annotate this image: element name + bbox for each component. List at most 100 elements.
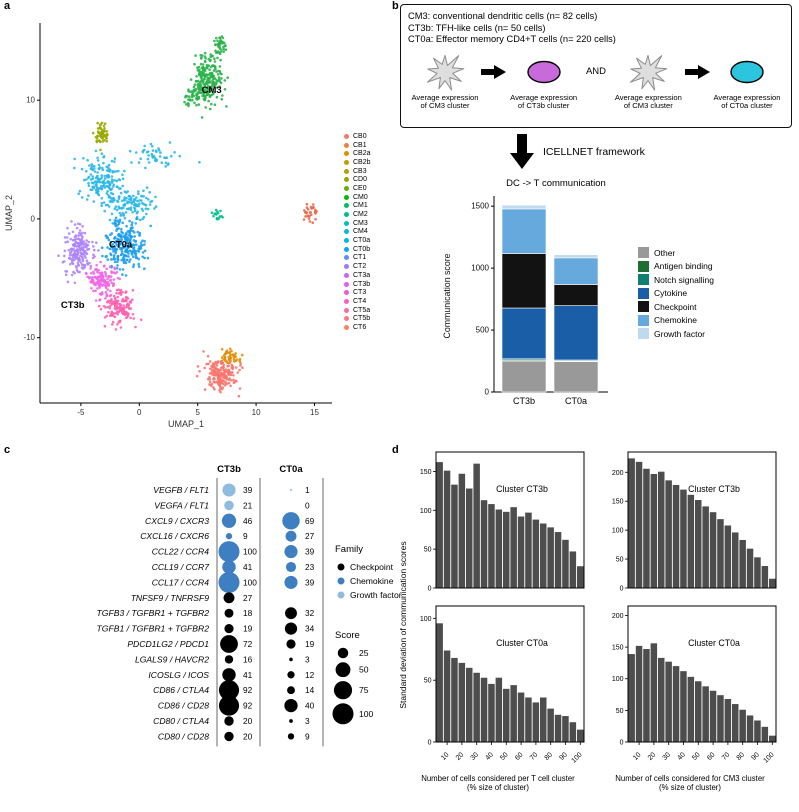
umap-point (211, 82, 214, 85)
umap-point (210, 211, 214, 214)
umap-point (115, 291, 118, 295)
umap-point (112, 183, 116, 187)
umap-point (137, 262, 140, 266)
dotplot-value: 3 (305, 654, 310, 664)
dotplot-dot (224, 716, 234, 726)
stacked-y-tick-label: 1500 (471, 202, 489, 211)
dotplot-dot (289, 719, 293, 723)
umap-point (132, 239, 136, 242)
umap-point (103, 177, 107, 180)
umap-point (124, 298, 128, 302)
gene-pair-label: VEGFA / FLT1 (154, 500, 209, 510)
umap-point (109, 304, 112, 308)
umap-point (144, 166, 147, 170)
histogram-bar (739, 709, 746, 742)
umap-point (104, 306, 107, 309)
umap-point (103, 122, 107, 125)
umap-legend-item-CD0: CD0 (344, 175, 371, 184)
umap-point (210, 364, 213, 368)
umap-point (198, 87, 202, 90)
umap-point (204, 106, 207, 109)
umap-point (102, 155, 106, 158)
umap-cluster-annotation: CT0a (109, 239, 133, 250)
umap-point (194, 54, 197, 57)
umap-point (211, 74, 214, 78)
histogram-bar (458, 473, 466, 588)
flow-icon-wrap: AND (586, 50, 606, 94)
umap-point (72, 256, 76, 259)
stacked-legend-label: Cytokine (654, 288, 688, 299)
umap-point (63, 236, 67, 239)
umap-point (213, 365, 216, 368)
score-legend-swatch (335, 662, 351, 678)
stacked-legend-item: Antigen binding (638, 260, 714, 274)
umap-point (207, 362, 210, 366)
umap-point (132, 317, 136, 320)
umap-point (117, 245, 120, 248)
histogram-bar (443, 650, 451, 742)
umap-legend-swatch (344, 255, 349, 261)
umap-point (98, 186, 102, 190)
umap-point (210, 382, 214, 386)
umap-point (103, 127, 106, 130)
histogram-bar (739, 539, 746, 588)
umap-point (223, 384, 227, 387)
histogram-x-tick-label: 90 (558, 751, 569, 762)
umap-point (118, 240, 122, 244)
umap-point (194, 89, 197, 93)
umap-cluster-sky-mid (100, 185, 158, 233)
umap-point (81, 225, 84, 228)
umap-point (91, 131, 95, 135)
umap-point (208, 107, 212, 111)
umap-point (140, 199, 143, 202)
umap-point (109, 275, 113, 278)
umap-point (129, 196, 133, 200)
umap-point (105, 314, 108, 318)
umap-point (96, 130, 100, 133)
family-legend-label: Growth factor (350, 590, 402, 600)
umap-point (229, 357, 232, 360)
umap-cluster-cm3-main (189, 43, 229, 119)
dotplot-dot (220, 635, 238, 653)
gene-pair-label: TGFB1 / TGFBR1 + TGFBR2 (97, 624, 210, 634)
umap-point (128, 307, 131, 311)
umap-point (124, 316, 128, 320)
umap-point (208, 80, 211, 83)
umap-point (130, 235, 133, 238)
umap-legend-item-CB2b: CB2b (344, 158, 371, 167)
umap-point (143, 249, 147, 253)
umap-point (120, 247, 124, 251)
umap-point (126, 246, 130, 249)
umap-point (194, 80, 198, 83)
dotplot-dot (286, 639, 296, 649)
flow-icon-wrap (423, 50, 467, 94)
umap-point (203, 51, 207, 55)
histogram-y-tick-label: 50 (424, 678, 432, 685)
histogram-bar (569, 551, 577, 588)
umap-point (98, 286, 101, 289)
gene-pair-label: PDCD1LG2 / PDCD1 (127, 639, 209, 649)
umap-point (208, 378, 212, 381)
umap-point (145, 186, 149, 189)
umap-point (115, 267, 119, 270)
umap-point (80, 252, 83, 255)
umap-point (108, 247, 112, 251)
umap-point (150, 152, 154, 156)
umap-legend-swatch (344, 151, 349, 157)
panel-label-d: d (392, 444, 399, 456)
umap-point (219, 81, 223, 85)
d-x-axis-label-t-line2: (% size of cluster) (467, 783, 529, 792)
histogram-x-tick-label: 20 (455, 751, 466, 762)
dotplot-value: 14 (305, 685, 315, 695)
umap-point (132, 249, 135, 253)
umap-point (99, 307, 103, 311)
umap-point (125, 233, 128, 236)
umap-point (137, 257, 140, 261)
dotplot-dot (287, 671, 295, 679)
flow-icon-wrap (481, 50, 507, 94)
dotplot-value: 41 (243, 670, 253, 680)
umap-point (83, 178, 86, 182)
umap-point (63, 254, 66, 258)
dotplot-value: 32 (305, 608, 315, 618)
umap-legend-swatch (344, 177, 349, 183)
